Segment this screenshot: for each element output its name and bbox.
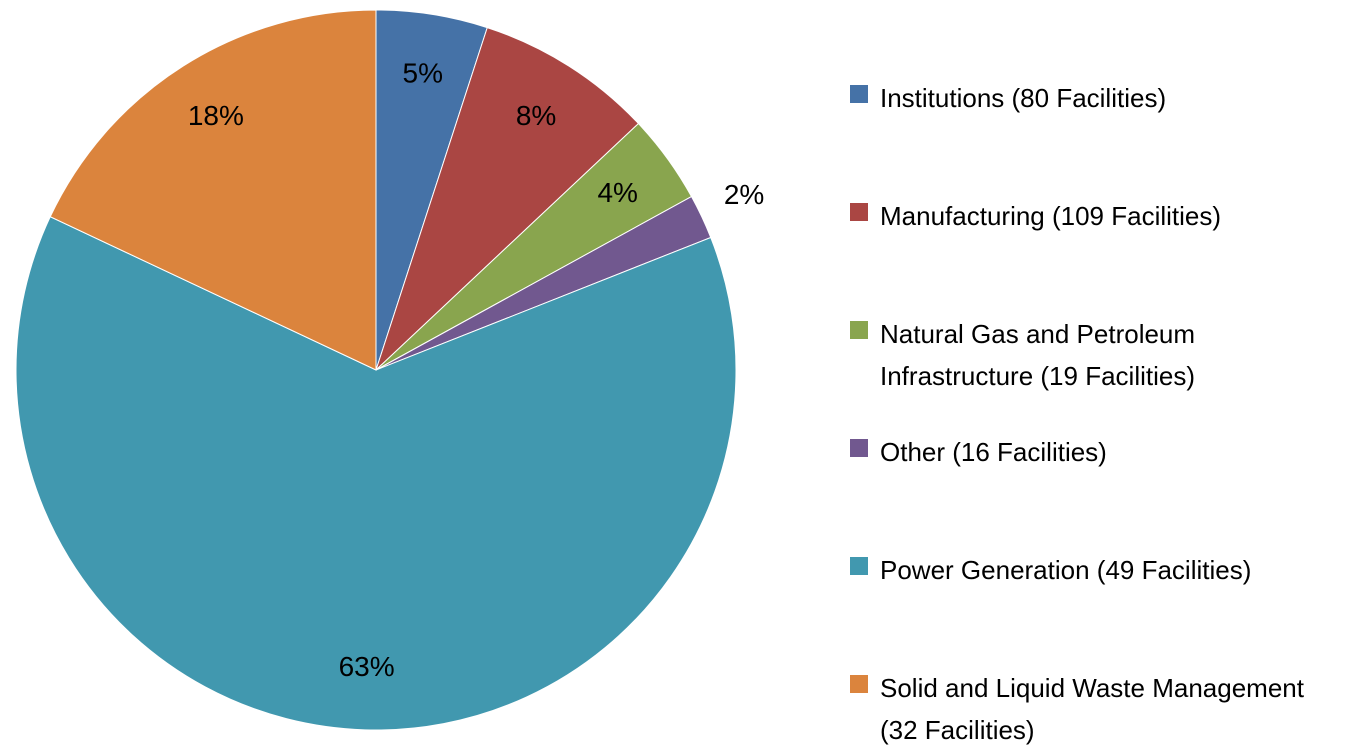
legend-swatch xyxy=(850,557,868,575)
legend-swatch xyxy=(850,321,868,339)
data-label: 63% xyxy=(339,651,395,682)
legend-swatch xyxy=(850,85,868,103)
legend-item: Solid and Liquid Waste Management (32 Fa… xyxy=(850,667,1320,751)
data-label: 5% xyxy=(403,57,443,88)
pie-slice xyxy=(49,9,377,371)
legend-label: Institutions (80 Facilities) xyxy=(880,83,1167,113)
legend-swatch xyxy=(850,203,868,221)
legend-label: Power Generation (49 Facilities) xyxy=(880,555,1252,585)
legend-swatch xyxy=(850,675,868,693)
pie-slice xyxy=(375,26,640,371)
pie-slice xyxy=(15,216,737,731)
legend-label: Other (16 Facilities) xyxy=(880,437,1107,467)
legend-label: Manufacturing (109 Facilities) xyxy=(880,201,1222,231)
data-label: 18% xyxy=(188,100,244,131)
legend-item: Natural Gas and Petroleum Infrastructure… xyxy=(850,313,1320,397)
legend-label: Solid and Liquid Waste Management (32 Fa… xyxy=(880,673,1304,745)
chart: 5% 8% 4% 2% 63% 18% xyxy=(15,9,764,731)
legend-swatch xyxy=(850,439,868,457)
data-label: 2% xyxy=(724,179,764,210)
data-label: 4% xyxy=(597,177,637,208)
legend-item: Institutions (80 Facilities) xyxy=(850,77,1320,119)
legend-item: Manufacturing (109 Facilities) xyxy=(850,195,1320,237)
legend-item: Other (16 Facilities) xyxy=(850,431,1320,473)
data-label: 8% xyxy=(516,100,556,131)
legend-label: Natural Gas and Petroleum Infrastructure… xyxy=(880,319,1196,391)
legend-item: Power Generation (49 Facilities) xyxy=(850,549,1320,591)
